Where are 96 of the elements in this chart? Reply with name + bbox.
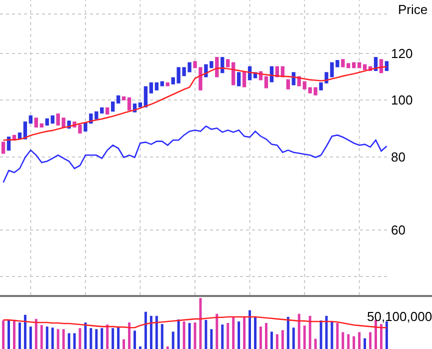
candlestick	[1, 142, 6, 154]
bar	[342, 332, 344, 349]
y-tick-label: 80	[391, 149, 406, 164]
bar	[352, 336, 356, 349]
bar	[248, 310, 252, 349]
bar	[150, 316, 152, 349]
candlestick	[346, 63, 350, 68]
bar	[138, 346, 142, 349]
candlestick	[154, 82, 158, 90]
bar	[188, 323, 191, 349]
bar	[84, 322, 87, 349]
bar	[336, 323, 339, 349]
candlestick	[34, 118, 38, 128]
y-axis-title: Price	[398, 2, 428, 17]
bar	[106, 324, 109, 349]
bar	[286, 316, 290, 349]
bar	[204, 320, 208, 349]
bar	[172, 332, 174, 349]
bar	[40, 325, 43, 349]
bar	[298, 314, 300, 349]
bar	[308, 316, 312, 349]
bar	[29, 326, 32, 349]
candlestick	[232, 62, 236, 86]
bar	[330, 321, 334, 349]
bar	[210, 329, 213, 349]
bar	[51, 328, 54, 349]
bar	[254, 316, 256, 349]
bar	[144, 312, 147, 349]
y-tick-label: 100	[391, 92, 413, 108]
annotation: 50,100,000	[367, 309, 432, 324]
bar	[2, 320, 5, 349]
candlestick	[127, 97, 132, 111]
bar	[364, 338, 366, 349]
bar	[303, 326, 306, 349]
y-tick-label: 60	[391, 222, 406, 238]
bar	[122, 339, 126, 349]
candlestick	[40, 123, 44, 128]
candlestick	[166, 82, 170, 86]
candlestick	[160, 81, 164, 86]
bar	[46, 326, 48, 349]
bar	[358, 332, 361, 349]
bar	[13, 320, 16, 349]
bar	[270, 332, 273, 349]
bar	[95, 329, 98, 349]
bar	[182, 321, 186, 349]
candlestick	[286, 79, 290, 90]
candlestick	[215, 57, 219, 78]
bar	[134, 330, 136, 349]
bar	[226, 323, 230, 349]
bar	[78, 328, 82, 349]
candlestick	[122, 96, 126, 100]
bar	[117, 326, 120, 349]
bar	[24, 314, 26, 349]
candlestick	[352, 62, 356, 68]
candlestick	[341, 59, 345, 68]
bar	[128, 322, 130, 349]
bar	[380, 324, 382, 349]
bar	[325, 316, 328, 349]
bar	[243, 316, 246, 349]
bar	[100, 328, 104, 349]
bar	[260, 326, 262, 349]
line-series	[2, 126, 388, 184]
bar	[34, 318, 38, 349]
bar	[8, 320, 10, 349]
bar	[68, 333, 70, 349]
y-tick-label: 120	[391, 46, 413, 61]
bar	[385, 321, 388, 349]
candlestick	[106, 107, 110, 115]
candlestick	[236, 72, 241, 86]
bar	[221, 324, 224, 349]
bar	[90, 328, 92, 349]
candlestick	[362, 64, 367, 70]
bar	[369, 332, 372, 349]
bar	[216, 314, 218, 349]
bar	[166, 346, 169, 349]
bar	[112, 328, 114, 349]
candlestick	[116, 95, 120, 104]
bar	[347, 334, 350, 349]
bar	[62, 329, 65, 349]
candlestick	[111, 101, 115, 112]
bar	[56, 329, 60, 349]
bar	[160, 324, 164, 349]
bar	[177, 319, 180, 349]
bar	[276, 334, 278, 349]
bar	[292, 328, 295, 349]
bar	[155, 316, 158, 349]
bar	[264, 323, 268, 349]
candlestick	[264, 76, 268, 88]
bar	[281, 330, 284, 349]
line-series	[2, 66, 388, 141]
bar	[232, 316, 235, 349]
candlestick	[149, 82, 154, 94]
bar	[238, 321, 240, 349]
bar	[18, 322, 21, 349]
candlestick	[226, 59, 230, 68]
candlestick	[144, 86, 148, 108]
